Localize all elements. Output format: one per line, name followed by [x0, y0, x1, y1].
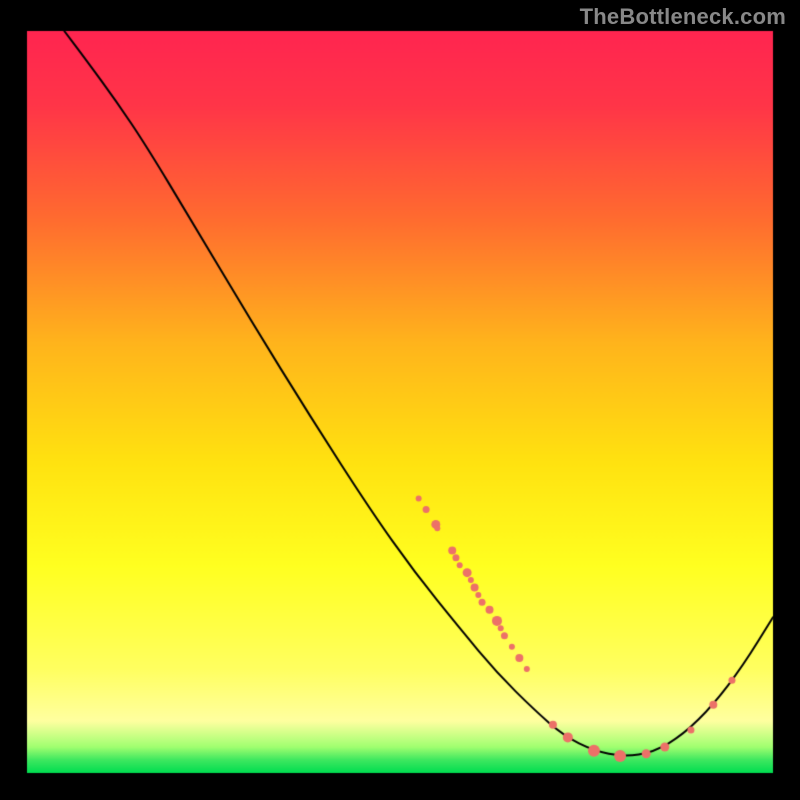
curve-plot: [0, 0, 800, 800]
chart-frame: TheBottleneck.com: [0, 0, 800, 800]
watermark-text: TheBottleneck.com: [580, 4, 786, 30]
